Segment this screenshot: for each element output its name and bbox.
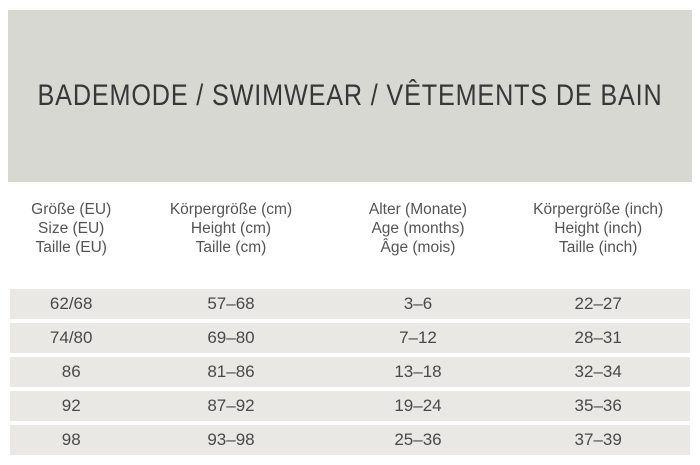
header-line: Age (months) bbox=[371, 220, 465, 237]
cell-age-months: 25–36 bbox=[329, 425, 507, 455]
cell-age-months: 13–18 bbox=[329, 357, 507, 387]
table-row: 98 93–98 25–36 37–39 bbox=[10, 425, 690, 455]
cell-height-cm: 93–98 bbox=[132, 425, 330, 455]
column-header-age-months: Alter (Monate) Age (months) Âge (mois) bbox=[330, 190, 507, 285]
header-row: Größe (EU) Size (EU) Taille (EU) Körperg… bbox=[10, 190, 690, 285]
cell-size: 92 bbox=[10, 391, 133, 421]
cell-age-months: 19–24 bbox=[329, 391, 507, 421]
column-header-size-eu: Größe (EU) Size (EU) Taille (EU) bbox=[10, 190, 132, 285]
table-row: 62/68 57–68 3–6 22–27 bbox=[10, 289, 690, 319]
cell-height-inch: 32–34 bbox=[506, 357, 690, 387]
table-row: 92 87–92 19–24 35–36 bbox=[10, 391, 690, 421]
cell-size: 86 bbox=[10, 357, 133, 387]
column-header-height-cm: Körpergröße (cm) Height (cm) Taille (cm) bbox=[132, 190, 329, 285]
header-line: Height (cm) bbox=[190, 220, 272, 237]
cell-height-cm: 87–92 bbox=[132, 391, 330, 421]
cell-height-cm: 81–86 bbox=[132, 357, 330, 387]
cell-size: 74/80 bbox=[10, 323, 133, 353]
title-banner: BADEMODE / SWIMWEAR / VÊTEMENTS DE BAIN bbox=[8, 10, 692, 182]
header-line: Size (EU) bbox=[38, 220, 105, 237]
header-line: Alter (Monate) bbox=[368, 201, 468, 218]
size-table: Größe (EU) Size (EU) Taille (EU) Körperg… bbox=[10, 186, 690, 459]
header-line: Taille (EU) bbox=[35, 239, 107, 256]
table-row: 86 81–86 13–18 32–34 bbox=[10, 357, 690, 387]
cell-height-inch: 35–36 bbox=[506, 391, 690, 421]
column-header-height-inch: Körpergröße (inch) Height (inch) Taille … bbox=[506, 190, 690, 285]
header-line: Height (inch) bbox=[554, 220, 643, 237]
cell-height-inch: 28–31 bbox=[506, 323, 690, 353]
header-line: Taille (inch) bbox=[558, 239, 638, 256]
cell-height-cm: 69–80 bbox=[132, 323, 330, 353]
page-title: BADEMODE / SWIMWEAR / VÊTEMENTS DE BAIN bbox=[37, 79, 663, 112]
header-line: Körpergröße (inch) bbox=[533, 201, 664, 218]
header-line: Körpergröße (cm) bbox=[169, 201, 293, 218]
cell-age-months: 3–6 bbox=[329, 289, 507, 319]
header-line: Größe (EU) bbox=[31, 201, 112, 218]
header-line: Taille (cm) bbox=[195, 239, 267, 256]
cell-height-cm: 57–68 bbox=[132, 289, 330, 319]
cell-size: 98 bbox=[10, 425, 133, 455]
header-line: Âge (mois) bbox=[380, 239, 456, 256]
table-row: 74/80 69–80 7–12 28–31 bbox=[10, 323, 690, 353]
cell-height-inch: 22–27 bbox=[506, 289, 690, 319]
cell-height-inch: 37–39 bbox=[506, 425, 690, 455]
cell-age-months: 7–12 bbox=[329, 323, 507, 353]
cell-size: 62/68 bbox=[10, 289, 133, 319]
